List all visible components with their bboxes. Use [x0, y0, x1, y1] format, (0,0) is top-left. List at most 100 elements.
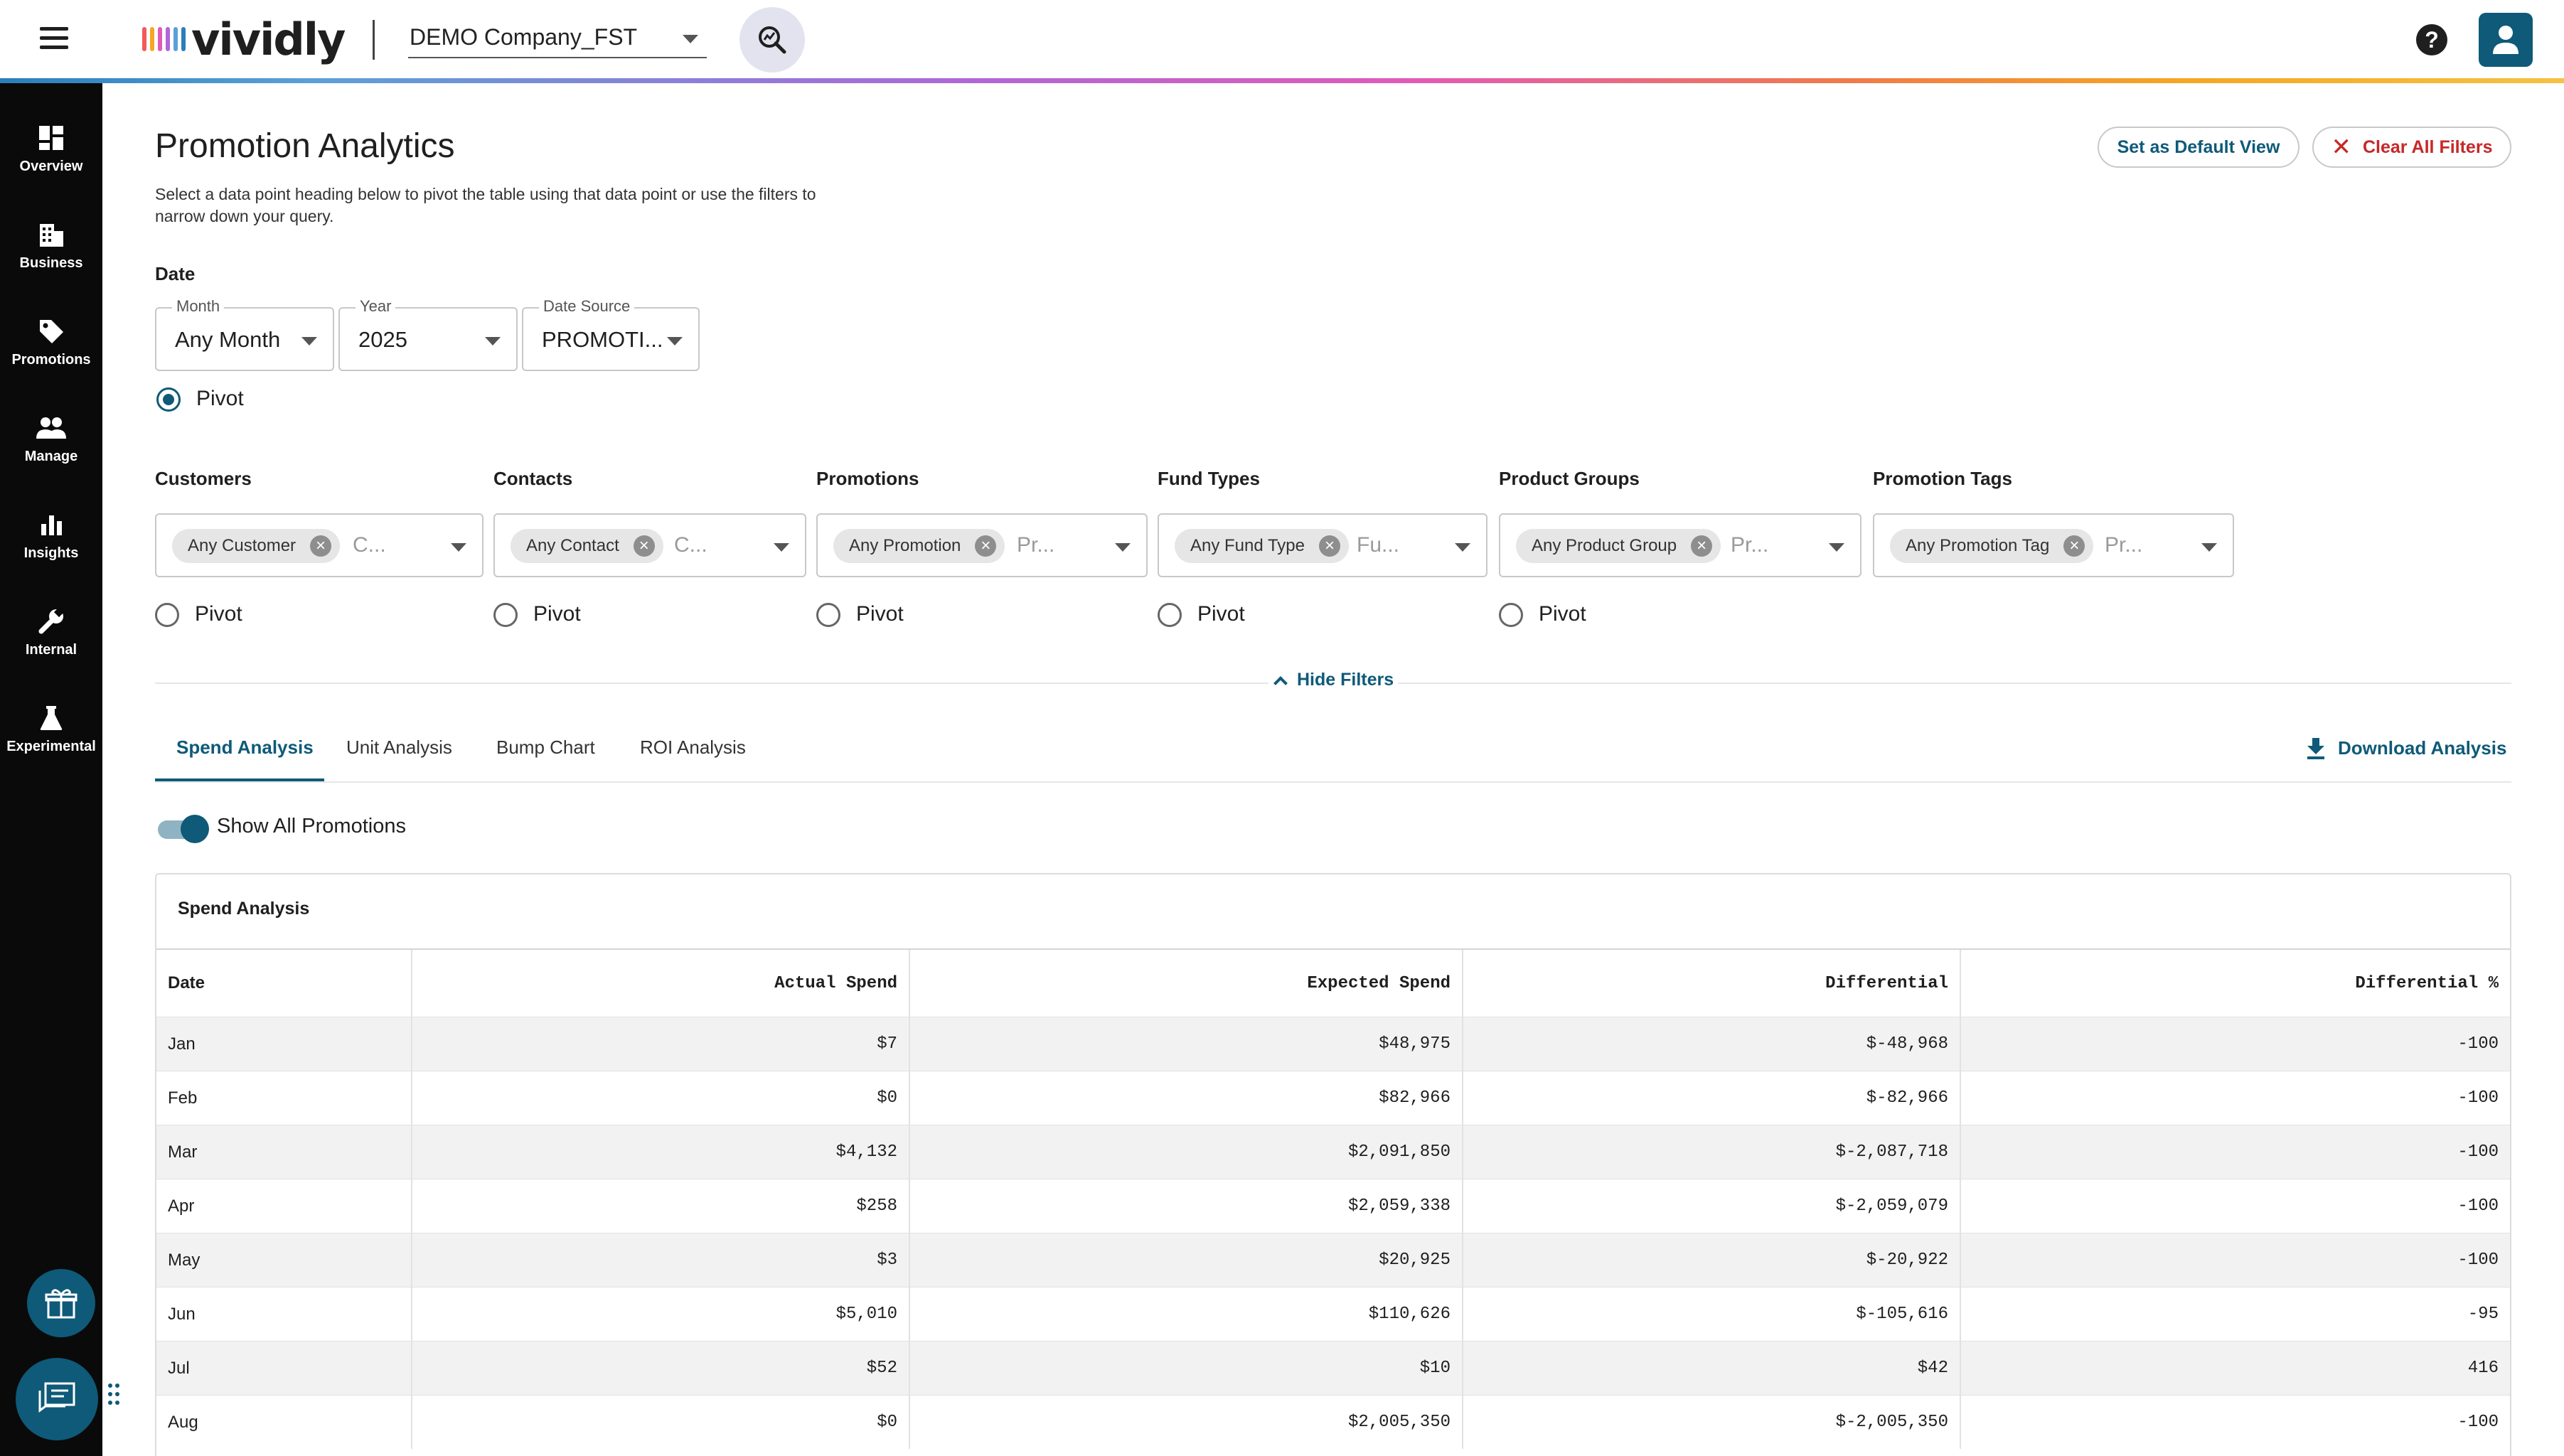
contacts-filter-label: Contacts [493, 468, 573, 489]
contacts-pivot-radio[interactable] [493, 603, 518, 627]
gift-button[interactable] [27, 1269, 95, 1337]
filter-chip[interactable]: Any Promotion Tag × [1890, 529, 2094, 563]
logo-bars [142, 25, 186, 53]
company-select[interactable]: DEMO Company_FST [408, 18, 707, 58]
table-cell: $-2,005,350 [1463, 1396, 1961, 1449]
clear-all-filters-button[interactable]: ✕ Clear All Filters [2312, 127, 2511, 168]
sidebar-item-label: Internal [25, 642, 78, 658]
filter-chip-label: Any Customer [188, 536, 297, 555]
sidebar-item-label: Insights [23, 545, 79, 561]
remove-chip-icon[interactable]: × [1319, 535, 1340, 557]
table-cell: $3 [412, 1233, 910, 1287]
chat-button[interactable] [16, 1358, 98, 1440]
sidebar-item-insights[interactable]: Insights [0, 491, 102, 577]
table-cell: -100 [2457, 1197, 2499, 1216]
date-source-select[interactable]: Date Source PROMOTI... [522, 297, 700, 371]
spend-analysis-card: Spend Analysis Date Actual Spend Expecte… [155, 873, 2511, 1456]
sidebar-item-promotions[interactable]: Promotions [0, 298, 102, 383]
table-cell: Apr [156, 1179, 412, 1233]
filter-placeholder: Fu... [1357, 533, 1400, 557]
user-account-button[interactable] [2479, 13, 2533, 67]
chevron-down-icon [451, 543, 466, 552]
column-header-date[interactable]: Date [156, 950, 412, 1017]
date-pivot-label: Pivot [196, 387, 244, 410]
toggle-thumb [181, 815, 209, 843]
table-cell: May [156, 1233, 412, 1287]
chevron-down-icon [485, 337, 501, 346]
drag-handle-icon[interactable] [107, 1383, 121, 1412]
remove-chip-icon[interactable]: × [633, 535, 655, 557]
promotions-pivot-radio[interactable] [816, 603, 840, 627]
fund-types-pivot-radio[interactable] [1158, 603, 1182, 627]
remove-chip-icon[interactable]: × [2063, 535, 2085, 557]
year-select[interactable]: Year 2025 [338, 297, 518, 371]
table-row: Aug $0 $2,005,350 $-2,005,350 -100 [156, 1395, 2510, 1449]
remove-chip-icon[interactable]: × [1691, 535, 1713, 557]
filter-chip[interactable]: Any Contact × [511, 529, 663, 563]
promotions-pivot-label: Pivot [856, 602, 904, 626]
tab-bump-chart[interactable]: Bump Chart [496, 737, 595, 758]
column-header-differential[interactable]: Differential [1463, 950, 1961, 1017]
column-header-expected-spend[interactable]: Expected Spend [910, 950, 1463, 1017]
vividly-logo[interactable]: vividly [142, 14, 346, 65]
remove-chip-icon[interactable]: × [310, 535, 332, 557]
customers-filter-select[interactable]: Any Customer × C... [155, 513, 484, 577]
chevron-down-icon [683, 35, 698, 43]
hide-filters-button[interactable]: Hide Filters [1268, 670, 1399, 690]
sidebar-item-business[interactable]: Business [0, 201, 102, 287]
filter-chip-label: Any Promotion Tag [1906, 536, 2050, 555]
sidebar-item-overview[interactable]: Overview [0, 105, 102, 190]
chevron-down-icon [774, 543, 789, 552]
fund-types-filter-label: Fund Types [1158, 468, 1260, 489]
tab-roi-analysis[interactable]: ROI Analysis [640, 737, 746, 758]
promotions-filter-select[interactable]: Any Promotion × Pr... [816, 513, 1148, 577]
product-groups-filter-select[interactable]: Any Product Group × Pr... [1499, 513, 1861, 577]
table-row: Mar $4,132 $2,091,850 $-2,087,718 -100 [156, 1125, 2510, 1179]
table-row: Apr $258 $2,059,338 $-2,059,079 -100 [156, 1179, 2510, 1233]
filter-placeholder: Pr... [2105, 533, 2143, 557]
hide-filters-label: Hide Filters [1297, 670, 1394, 690]
sidebar-item-label: Manage [24, 449, 78, 464]
download-analysis-button[interactable]: Download Analysis [2305, 737, 2506, 759]
filter-chip[interactable]: Any Promotion × [833, 529, 1005, 563]
tab-spend-analysis[interactable]: Spend Analysis [176, 737, 314, 758]
download-analysis-label: Download Analysis [2338, 737, 2507, 759]
product-groups-pivot-radio[interactable] [1499, 603, 1523, 627]
date-pivot-radio[interactable] [156, 387, 181, 412]
tab-unit-analysis[interactable]: Unit Analysis [346, 737, 452, 758]
column-header-actual-spend[interactable]: Actual Spend [412, 950, 910, 1017]
filter-chip[interactable]: Any Product Group × [1516, 529, 1721, 563]
table-cell: Feb [156, 1071, 412, 1125]
month-select[interactable]: Month Any Month [155, 297, 334, 371]
table-row: May $3 $20,925 $-20,922 -100 [156, 1233, 2510, 1287]
table-cell: $5,010 [412, 1288, 910, 1341]
fund-types-filter-select[interactable]: Any Fund Type × Fu... [1158, 513, 1487, 577]
table-cell: $4,132 [412, 1125, 910, 1179]
help-icon[interactable]: ? [2416, 24, 2447, 55]
customers-pivot-radio[interactable] [155, 603, 179, 627]
table-cell: $7 [412, 1017, 910, 1071]
top-bar: vividly DEMO Company_FST ? [0, 0, 2564, 78]
sidebar-item-internal[interactable]: Internal [0, 588, 102, 673]
sidebar-item-label: Promotions [11, 352, 91, 368]
sidebar-item-label: Overview [19, 159, 83, 174]
date-source-select-value: PROMOTI... [542, 327, 663, 352]
sidebar-item-manage[interactable]: Manage [0, 395, 102, 480]
promotion-tags-filter-select[interactable]: Any Promotion Tag × Pr... [1873, 513, 2234, 577]
filter-chip[interactable]: Any Fund Type × [1175, 529, 1349, 563]
set-default-view-button[interactable]: Set as Default View [2098, 127, 2299, 168]
show-all-promotions-toggle[interactable] [155, 815, 209, 843]
remove-chip-icon[interactable]: × [975, 535, 997, 557]
table-cell: $-82,966 [1463, 1071, 1961, 1125]
download-icon [2307, 738, 2324, 759]
contacts-filter-select[interactable]: Any Contact × C... [493, 513, 806, 577]
show-all-promotions-label: Show All Promotions [217, 815, 406, 837]
table-row: Feb $0 $82,966 $-82,966 -100 [156, 1071, 2510, 1125]
menu-icon[interactable] [40, 27, 68, 50]
filter-chip[interactable]: Any Customer × [172, 529, 341, 563]
sidebar-item-experimental[interactable]: Experimental [0, 685, 102, 770]
chat-icon [38, 1382, 75, 1413]
wrench-icon [38, 607, 65, 634]
search-insights-button[interactable] [739, 7, 805, 73]
column-header-differential-percent[interactable]: Differential % [2355, 973, 2499, 993]
